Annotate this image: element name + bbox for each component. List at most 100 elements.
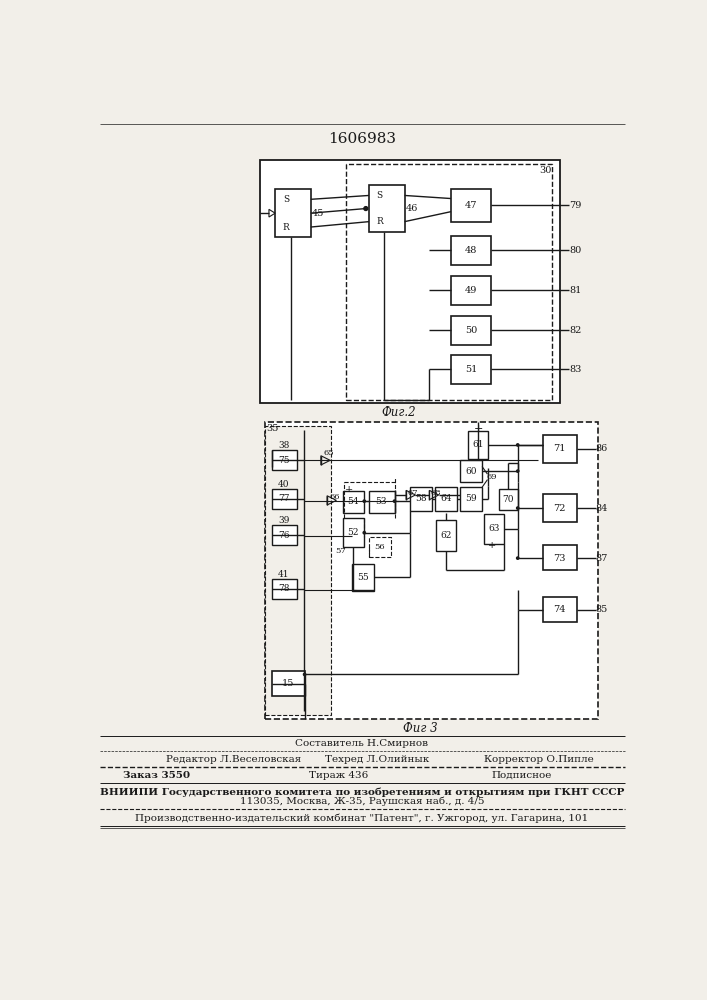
Text: 82: 82: [569, 326, 581, 335]
Circle shape: [517, 470, 519, 472]
Text: 62: 62: [440, 531, 451, 540]
Bar: [451, 276, 491, 305]
Bar: [343, 491, 364, 513]
Bar: [352, 564, 373, 591]
Text: Корректор О.Пипле: Корректор О.Пипле: [484, 755, 593, 764]
Text: 54: 54: [348, 497, 359, 506]
Text: 71: 71: [554, 444, 566, 453]
Bar: [369, 185, 404, 232]
Text: 80: 80: [569, 246, 581, 255]
Bar: [484, 514, 504, 544]
Text: 51: 51: [465, 365, 477, 374]
Bar: [346, 164, 552, 400]
Text: 41: 41: [278, 570, 289, 579]
Text: 74: 74: [554, 605, 566, 614]
Text: 57: 57: [335, 547, 346, 555]
Text: 45: 45: [312, 209, 324, 218]
Text: 63: 63: [488, 524, 499, 533]
Text: 58: 58: [415, 494, 426, 503]
Text: 78: 78: [279, 584, 290, 593]
Bar: [543, 435, 577, 463]
Text: 77: 77: [279, 494, 290, 503]
Text: 53: 53: [375, 497, 387, 506]
Text: S: S: [283, 195, 289, 204]
Text: 52: 52: [344, 548, 345, 549]
Circle shape: [303, 673, 305, 676]
Text: 60: 60: [465, 467, 477, 476]
Bar: [451, 316, 491, 345]
Text: +: +: [474, 424, 483, 434]
Bar: [460, 487, 482, 511]
Text: 64: 64: [440, 494, 451, 503]
Bar: [451, 235, 491, 265]
Text: 15: 15: [282, 679, 295, 688]
Bar: [272, 671, 305, 696]
Bar: [272, 489, 297, 509]
Bar: [451, 189, 491, 222]
Text: +: +: [344, 485, 353, 494]
Text: R: R: [376, 217, 383, 226]
Bar: [369, 491, 395, 513]
Circle shape: [363, 500, 366, 502]
Text: 86: 86: [595, 444, 607, 453]
Text: Производственно-издательский комбинат "Патент", г. Ужгород, ул. Гагарина, 101: Производственно-издательский комбинат "П…: [135, 814, 588, 823]
Bar: [369, 537, 391, 557]
Bar: [460, 460, 482, 482]
Bar: [343, 518, 364, 547]
Bar: [435, 487, 457, 511]
Text: 67: 67: [407, 489, 418, 497]
Text: Заказ 3550: Заказ 3550: [123, 771, 190, 780]
Text: 72: 72: [554, 504, 566, 513]
Text: 113035, Москва, Ж-35, Раушская наб., д. 4/5: 113035, Москва, Ж-35, Раушская наб., д. …: [240, 797, 484, 806]
Text: 49: 49: [465, 286, 477, 295]
Bar: [272, 525, 297, 545]
Circle shape: [517, 444, 519, 446]
Bar: [543, 597, 577, 622]
Bar: [451, 355, 491, 384]
Text: 39: 39: [278, 516, 289, 525]
Text: 68: 68: [431, 489, 441, 497]
Text: 84: 84: [595, 504, 607, 513]
Text: Фиг.2: Фиг.2: [381, 406, 416, 419]
Text: 35: 35: [267, 424, 279, 433]
Text: Техред Л.Олийнык: Техред Л.Олийнык: [325, 755, 429, 764]
Bar: [272, 450, 297, 470]
Text: Тираж 436: Тираж 436: [309, 771, 368, 780]
Text: 70: 70: [503, 495, 514, 504]
Bar: [543, 545, 577, 570]
Text: 65: 65: [323, 449, 334, 457]
Text: 48: 48: [465, 246, 477, 255]
Text: 40: 40: [278, 480, 289, 489]
Bar: [543, 494, 577, 522]
Text: Подписное: Подписное: [491, 771, 551, 780]
Text: 55: 55: [357, 573, 368, 582]
Text: 81: 81: [569, 286, 581, 295]
Text: 61: 61: [472, 440, 484, 449]
Text: 52: 52: [348, 528, 359, 537]
Text: Составитель Н.Смирнов: Составитель Н.Смирнов: [296, 739, 428, 748]
Text: 75: 75: [279, 456, 291, 465]
Text: ВНИИПИ Государственного комитета по изобретениям и открытиям при ГКНТ СССР: ВНИИПИ Государственного комитета по изоб…: [100, 787, 624, 797]
Text: 56: 56: [375, 543, 385, 551]
Bar: [275, 189, 311, 237]
Circle shape: [393, 500, 396, 502]
Bar: [436, 520, 456, 551]
Text: 66: 66: [329, 493, 340, 501]
Text: 69: 69: [486, 473, 497, 481]
Circle shape: [363, 532, 366, 534]
Text: 85: 85: [595, 605, 607, 614]
Text: 59: 59: [465, 494, 477, 503]
Bar: [272, 579, 297, 599]
Text: 38: 38: [278, 441, 289, 450]
Text: Фиг 3: Фиг 3: [403, 722, 438, 735]
Text: 83: 83: [569, 365, 581, 374]
Text: 73: 73: [554, 554, 566, 563]
Circle shape: [517, 557, 519, 559]
Bar: [260, 160, 559, 403]
Circle shape: [364, 207, 368, 210]
Bar: [499, 489, 518, 510]
Text: 87: 87: [595, 554, 607, 563]
Text: 30: 30: [539, 166, 551, 175]
Bar: [265, 426, 331, 715]
Text: 46: 46: [405, 204, 418, 213]
